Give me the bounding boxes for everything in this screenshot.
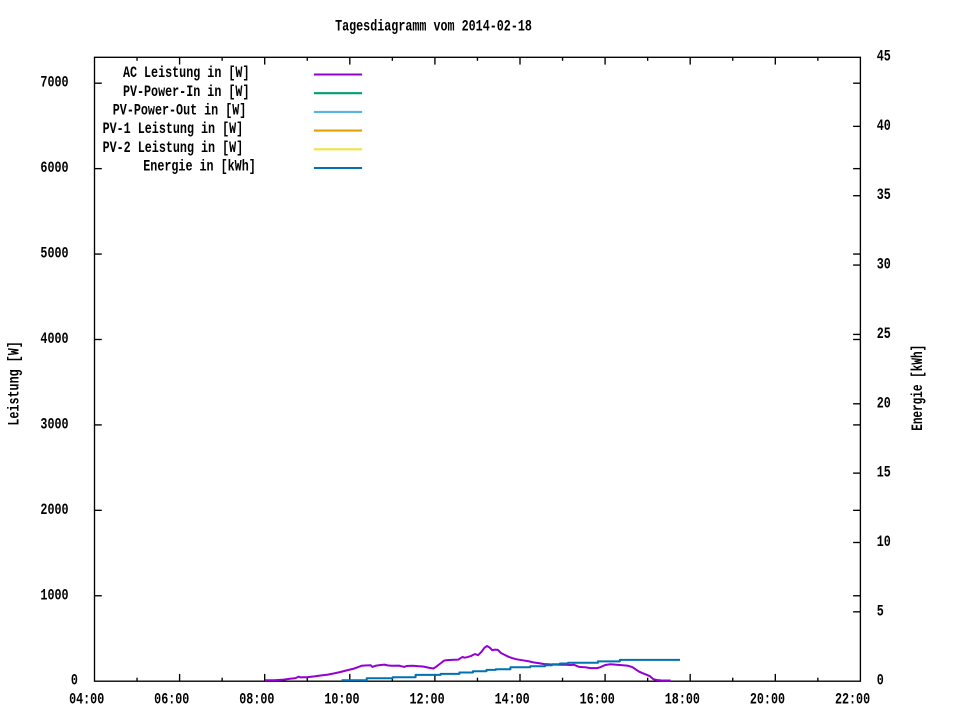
svg-text:25: 25 — [877, 325, 891, 343]
svg-text:6000: 6000 — [40, 159, 68, 177]
svg-text:14:00: 14:00 — [495, 690, 530, 708]
svg-text:PV-Power-In in [W]: PV-Power-In in [W] — [123, 83, 250, 101]
svg-text:Tagesdiagramm vom 2014-02-18: Tagesdiagramm vom 2014-02-18 — [335, 17, 532, 35]
svg-text:5000: 5000 — [40, 245, 68, 263]
svg-text:Energie in [kWh]: Energie in [kWh] — [143, 158, 255, 176]
svg-text:0: 0 — [877, 672, 884, 690]
svg-text:12:00: 12:00 — [409, 690, 444, 708]
svg-text:Leistung [W]: Leistung [W] — [6, 341, 24, 425]
svg-text:PV-2 Leistung in [W]: PV-2 Leistung in [W] — [103, 139, 244, 157]
svg-text:22:00: 22:00 — [835, 690, 870, 708]
svg-text:15: 15 — [877, 464, 891, 482]
svg-text:4000: 4000 — [40, 330, 68, 348]
svg-text:08:00: 08:00 — [239, 690, 274, 708]
svg-text:7000: 7000 — [40, 74, 68, 92]
svg-text:5: 5 — [877, 602, 884, 620]
svg-text:06:00: 06:00 — [154, 690, 189, 708]
svg-text:0: 0 — [71, 672, 78, 690]
svg-text:18:00: 18:00 — [665, 690, 700, 708]
svg-text:04:00: 04:00 — [69, 690, 104, 708]
svg-text:PV-Power-Out in [W]: PV-Power-Out in [W] — [113, 102, 247, 120]
svg-text:10:00: 10:00 — [324, 690, 359, 708]
svg-text:1000: 1000 — [40, 586, 68, 604]
svg-text:AC Leistung in [W]: AC Leistung in [W] — [123, 64, 250, 82]
svg-text:PV-1 Leistung in [W]: PV-1 Leistung in [W] — [103, 120, 244, 138]
svg-text:40: 40 — [877, 117, 891, 135]
svg-text:16:00: 16:00 — [580, 690, 615, 708]
svg-text:2000: 2000 — [40, 501, 68, 519]
svg-text:30: 30 — [877, 256, 891, 274]
svg-text:45: 45 — [877, 48, 891, 66]
svg-text:10: 10 — [877, 533, 891, 551]
svg-text:35: 35 — [877, 186, 891, 204]
svg-text:Energie [kWh]: Energie [kWh] — [909, 345, 927, 431]
svg-text:20:00: 20:00 — [750, 690, 785, 708]
svg-text:20: 20 — [877, 394, 891, 412]
svg-text:3000: 3000 — [40, 415, 68, 433]
